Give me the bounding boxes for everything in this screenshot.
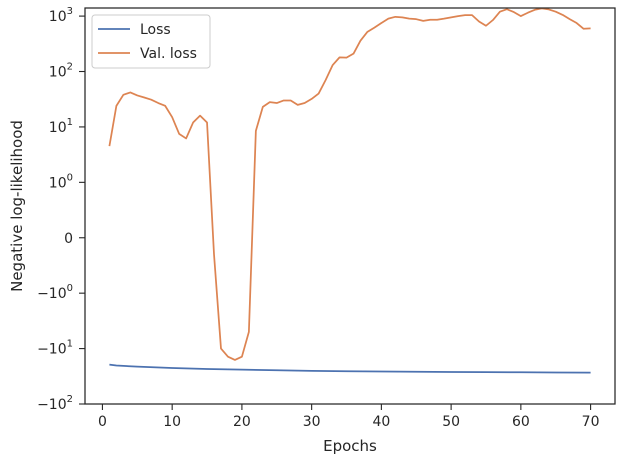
legend-label-val-loss: Val. loss: [140, 46, 197, 62]
x-axis-label: Epochs: [323, 437, 377, 455]
x-tick-label: 30: [303, 414, 321, 430]
y-tick-label: 102: [49, 62, 73, 81]
x-tick-label: 40: [372, 414, 390, 430]
y-tick-label: 103: [49, 6, 73, 25]
x-tick-label: 50: [442, 414, 460, 430]
series-line-loss: [109, 363, 591, 374]
y-tick-label: −101: [37, 339, 73, 358]
series-line-val-loss: [108, 7, 591, 361]
y-tick-label: 100: [49, 172, 73, 191]
x-tick-label: 10: [163, 414, 181, 430]
x-tick-label: 70: [582, 414, 600, 430]
x-tick-label: 20: [233, 414, 251, 430]
plot-frame: [84, 7, 616, 405]
x-tick-label: 0: [98, 414, 107, 430]
axis-ticks: 0 10 20 30 40 50 60 70 103 102 101 100 0 −100 −101 −102: [37, 6, 599, 430]
chart-marks: [108, 7, 591, 374]
x-tick-label: 60: [512, 414, 530, 430]
y-tick-label: −102: [37, 394, 73, 413]
y-tick-label: 101: [49, 117, 73, 136]
y-tick-label: −100: [37, 283, 73, 302]
legend: Loss Val. loss: [91, 14, 211, 69]
y-axis-label: Negative log-likelihood: [8, 120, 26, 292]
legend-label-loss: Loss: [140, 22, 171, 38]
y-tick-label: 0: [64, 231, 73, 247]
